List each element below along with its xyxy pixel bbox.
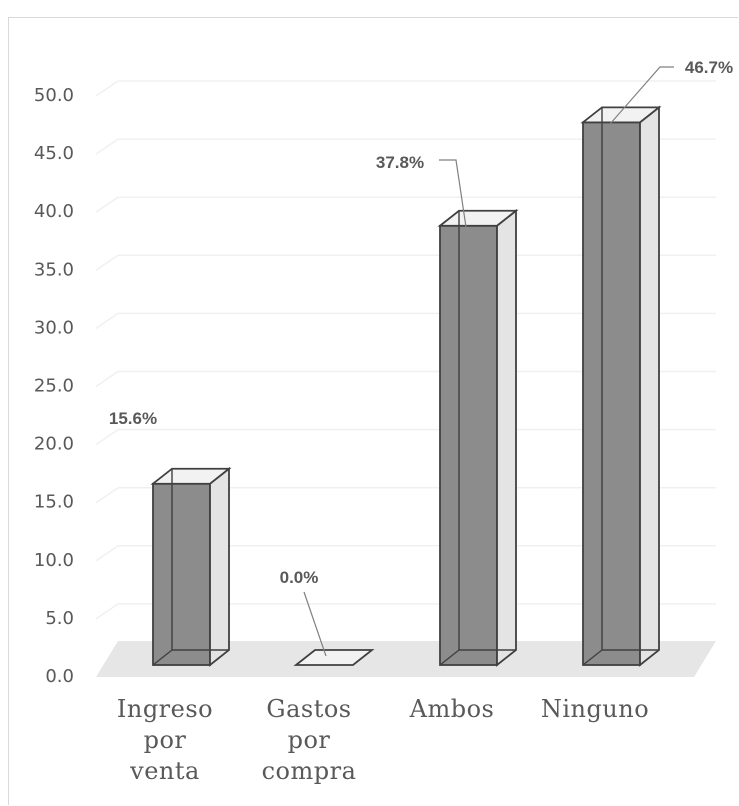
category-label-line: venta [129, 757, 200, 785]
data-label: 0.0% [280, 568, 319, 587]
bar [437, 208, 519, 667]
y-tick-label: 10.0 [34, 550, 74, 571]
y-tick-label: 25.0 [34, 376, 74, 397]
bar-side [639, 105, 660, 667]
chart-floor [96, 641, 716, 677]
bars [150, 105, 662, 667]
category-label-line: compra [262, 757, 357, 785]
data-label: 37.8% [376, 153, 424, 172]
y-tick-label: 45.0 [34, 143, 74, 164]
data-label: 46.7% [685, 58, 733, 77]
leader-line [609, 66, 674, 125]
category-label: Ingreso por venta [117, 695, 213, 785]
floor-plane [96, 641, 716, 677]
y-tick-label: 35.0 [34, 259, 74, 280]
chart-area [8, 17, 738, 805]
category-label-line: Gastos [266, 695, 351, 723]
grid-diagonal [95, 428, 119, 446]
bar-back-edge [582, 649, 603, 666]
leader-line [439, 159, 467, 228]
grid-diagonal [95, 603, 119, 620]
grid-diagonal [95, 487, 119, 504]
bar-side [209, 466, 230, 667]
y-tick-label: 15.0 [34, 492, 74, 513]
y-axis-ticks: 0.0 5.0 10.0 15.0 20.0 25.0 30.0 35.0 40.0 45.0 50… [34, 85, 74, 687]
category-label: Gastos por compra [262, 695, 357, 785]
y-tick-label: 50.0 [34, 85, 74, 106]
grid-diagonal [95, 80, 119, 97]
grid-diagonal [95, 370, 119, 388]
y-tick-label: 20.0 [34, 434, 74, 455]
grid-diagonal [95, 196, 119, 213]
category-label-line: Ingreso [117, 695, 213, 723]
y-tick-label: 5.0 [45, 608, 74, 629]
bar-front [152, 482, 211, 666]
bar-side [496, 208, 517, 667]
bar [580, 105, 662, 667]
bar [150, 466, 232, 667]
category-label: Ambos [409, 695, 495, 723]
grid-diagonal [95, 545, 119, 562]
y-tick-label: 30.0 [34, 317, 74, 338]
leader-line [303, 591, 327, 657]
grid-diagonal [95, 254, 119, 271]
category-label-line: Ambos [409, 695, 495, 723]
x-axis-categories: Ingreso por venta Gastos por compra Ambos Ningu… [117, 695, 649, 785]
category-label-line: Ninguno [541, 695, 649, 723]
grid-diagonal [95, 138, 119, 155]
y-tick-label: 0.0 [45, 666, 74, 687]
leader-lines [303, 66, 674, 657]
bar-front [582, 121, 641, 666]
bar-flat [293, 649, 375, 666]
data-labels: 15.6% 0.0% 37.8% 46.7% [109, 58, 733, 587]
category-label-line: por [288, 726, 331, 754]
grid-diagonal [95, 312, 119, 330]
category-label-line: por [144, 726, 187, 754]
y-tick-label: 40.0 [34, 201, 74, 222]
bar-front [439, 224, 498, 666]
bar-back-edge [439, 649, 460, 666]
data-label: 15.6% [109, 409, 157, 428]
category-label: Ninguno [541, 695, 649, 723]
bar-back-edge [152, 649, 173, 666]
bar [293, 649, 375, 666]
